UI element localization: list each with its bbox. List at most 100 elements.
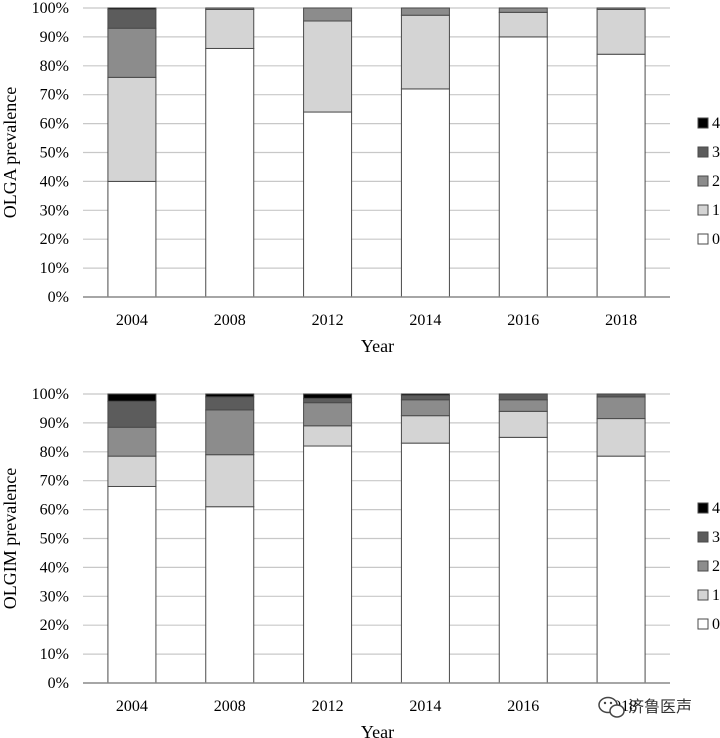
x-tick-label: 2012 bbox=[312, 698, 344, 715]
bar-segment bbox=[596, 396, 646, 420]
bar-segment bbox=[107, 180, 157, 298]
bar-segment bbox=[303, 397, 353, 404]
bar-segment bbox=[498, 410, 548, 438]
legend-swatch bbox=[697, 233, 709, 245]
y-axis-title: OLGA prevalence bbox=[0, 87, 20, 218]
legend-swatch bbox=[697, 146, 709, 158]
legend-label: 0 bbox=[712, 231, 720, 248]
bar-segment bbox=[205, 8, 255, 49]
olgim-chart: 0% 10% 20% 30% 40% 50% 60% 70% 80% 90% 100% 2004 200… bbox=[0, 386, 720, 738]
y-tick-label: 30% bbox=[40, 202, 69, 219]
legend-label: 2 bbox=[712, 558, 720, 575]
y-tick-label: 80% bbox=[40, 444, 69, 461]
legend-label: 1 bbox=[712, 202, 720, 219]
bar-segment bbox=[107, 455, 157, 487]
bar-segment bbox=[400, 7, 450, 16]
x-tick-label: 2008 bbox=[214, 312, 246, 329]
legend-label: 3 bbox=[712, 529, 720, 546]
x-tick-label: 2014 bbox=[409, 312, 441, 329]
bar-segment bbox=[498, 11, 548, 38]
y-tick-label: 60% bbox=[40, 502, 69, 519]
bar-segment bbox=[205, 409, 255, 456]
bar-segment bbox=[205, 47, 255, 298]
legend-label: 0 bbox=[712, 616, 720, 633]
legend-label: 2 bbox=[712, 173, 720, 190]
bar-segment bbox=[205, 454, 255, 508]
legend-label: 4 bbox=[712, 115, 720, 132]
bar-segment bbox=[400, 394, 450, 401]
y-tick-label: 50% bbox=[40, 145, 69, 162]
watermark-text: 济鲁医声 bbox=[628, 697, 692, 716]
y-tick-label: 10% bbox=[40, 260, 69, 277]
y-tick-label: 90% bbox=[40, 29, 69, 46]
bar-segment bbox=[400, 415, 450, 444]
y-tick-label: 10% bbox=[40, 646, 69, 663]
bar-segment bbox=[303, 7, 353, 22]
bar-segment bbox=[205, 506, 255, 684]
x-tick-label: 2012 bbox=[312, 312, 344, 329]
y-tick-label: 20% bbox=[40, 617, 69, 634]
legend-label: 4 bbox=[712, 500, 720, 517]
bar-segment bbox=[205, 396, 255, 411]
bar-segment bbox=[596, 418, 646, 457]
bar-segment bbox=[107, 485, 157, 684]
bar-segment bbox=[498, 393, 548, 401]
y-tick-label: 30% bbox=[40, 588, 69, 605]
bar-segment bbox=[107, 393, 157, 402]
x-tick-label: 2014 bbox=[409, 698, 441, 715]
y-tick-label: 80% bbox=[40, 58, 69, 75]
legend-swatch bbox=[697, 204, 709, 216]
x-axis-title: Year bbox=[361, 336, 394, 356]
legend-swatch bbox=[697, 589, 709, 601]
bar-segment bbox=[107, 76, 157, 182]
y-tick-label: 70% bbox=[40, 87, 69, 104]
bar-segment bbox=[400, 442, 450, 684]
x-tick-label: 2016 bbox=[507, 698, 539, 715]
y-tick-label: 0% bbox=[48, 675, 69, 692]
bar-segment bbox=[596, 8, 646, 55]
bar-segment bbox=[303, 393, 353, 399]
bar-segment bbox=[400, 14, 450, 90]
legend-swatch bbox=[697, 502, 709, 514]
bar-segment bbox=[303, 111, 353, 298]
bar-segment bbox=[596, 393, 646, 398]
bar-segment bbox=[205, 393, 255, 398]
y-tick-label: 0% bbox=[48, 289, 69, 306]
bar-segment bbox=[498, 399, 548, 412]
bar-segment bbox=[400, 399, 450, 417]
x-tick-label: 2018 bbox=[605, 312, 637, 329]
bar-segment bbox=[498, 7, 548, 13]
bar-segment bbox=[596, 455, 646, 684]
legend-swatch bbox=[697, 531, 709, 543]
legend-swatch bbox=[697, 175, 709, 187]
bar-segment bbox=[107, 7, 157, 10]
y-tick-label: 100% bbox=[32, 0, 69, 17]
bar-segment bbox=[596, 7, 646, 10]
x-tick-label: 2004 bbox=[116, 698, 148, 715]
y-axis-title: OLGIM prevalence bbox=[0, 468, 20, 609]
bar-segment bbox=[303, 402, 353, 427]
y-tick-label: 20% bbox=[40, 231, 69, 248]
y-tick-label: 70% bbox=[40, 473, 69, 490]
wechat-icon bbox=[598, 696, 625, 718]
x-tick-label: 2016 bbox=[507, 312, 539, 329]
bar-segment bbox=[303, 445, 353, 684]
x-axis-title: Year bbox=[361, 722, 394, 738]
legend-swatch bbox=[697, 117, 709, 129]
bar-segment bbox=[107, 27, 157, 78]
y-tick-label: 40% bbox=[40, 173, 69, 190]
y-tick-label: 60% bbox=[40, 116, 69, 133]
bar-segment bbox=[205, 7, 255, 10]
olga-chart: 0% 10% 20% 30% 40% 50% 60% 70% 80% 90% 100% 2004 200… bbox=[0, 0, 720, 356]
legend-label: 3 bbox=[712, 144, 720, 161]
bar-segment bbox=[303, 20, 353, 113]
legend-swatch bbox=[697, 560, 709, 572]
legend-label: 1 bbox=[712, 587, 720, 604]
legend-swatch bbox=[697, 618, 709, 630]
bar-segment bbox=[303, 425, 353, 447]
bar-segment bbox=[107, 8, 157, 29]
bar-segment bbox=[107, 426, 157, 457]
x-tick-label: 2004 bbox=[116, 312, 148, 329]
y-tick-label: 90% bbox=[40, 415, 69, 432]
